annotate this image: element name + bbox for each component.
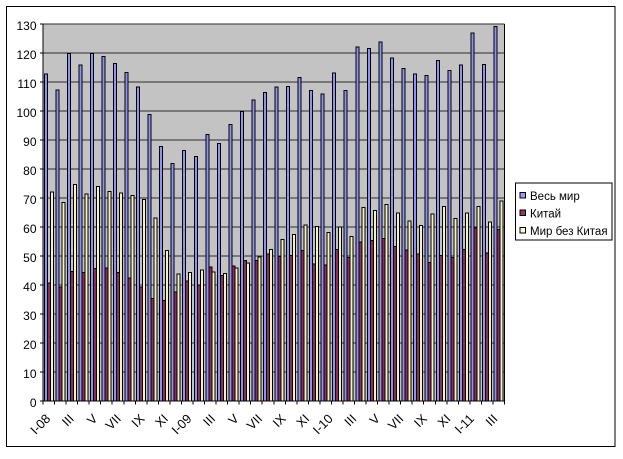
svg-text:Весь мир: Весь мир <box>530 191 580 203</box>
svg-text:Мир без Китая: Мир без Китая <box>530 226 608 238</box>
svg-text:Китай: Китай <box>530 209 561 221</box>
svg-text:40: 40 <box>23 280 37 294</box>
svg-text:100: 100 <box>16 106 36 120</box>
svg-text:30: 30 <box>23 309 37 323</box>
svg-text:80: 80 <box>23 164 37 178</box>
svg-text:20: 20 <box>23 338 37 352</box>
svg-text:130: 130 <box>16 19 36 33</box>
svg-text:70: 70 <box>23 193 37 207</box>
svg-text:110: 110 <box>17 77 36 91</box>
svg-text:60: 60 <box>23 222 37 236</box>
svg-text:120: 120 <box>16 48 36 62</box>
svg-text:50: 50 <box>23 251 37 265</box>
svg-text:10: 10 <box>23 367 37 381</box>
svg-text:90: 90 <box>23 135 37 149</box>
svg-text:0: 0 <box>30 396 37 410</box>
